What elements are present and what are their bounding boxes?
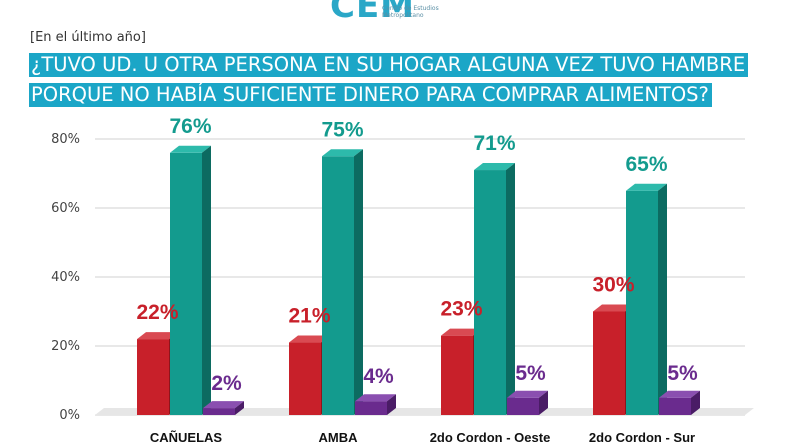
data-label: 5%: [667, 362, 698, 385]
chart-title-line-1: ¿TUVO UD. U OTRA PERSONA EN SU HOGAR ALG…: [29, 53, 749, 77]
data-label: 21%: [288, 305, 330, 328]
y-tick-label: 80%: [51, 132, 80, 147]
x-category-label: AMBA: [319, 430, 359, 445]
data-label: 71%: [473, 132, 515, 155]
bar: [507, 390, 548, 415]
data-label: 30%: [592, 274, 634, 297]
data-label: 5%: [515, 362, 546, 385]
bar: [289, 335, 330, 415]
y-tick-label: 60%: [51, 201, 80, 216]
bar: [170, 145, 211, 416]
chart-floor: [95, 408, 754, 415]
bar: [355, 394, 396, 415]
y-tick-label: 0%: [59, 408, 80, 423]
x-category-label: CAÑUELAS: [150, 430, 223, 445]
bars: [137, 145, 700, 416]
data-label: 23%: [440, 298, 482, 321]
bar: [659, 390, 700, 415]
data-label: 4%: [363, 365, 394, 388]
bar: [203, 401, 244, 415]
x-category-label: 2do Cordon - Sur: [589, 430, 695, 445]
bar: [626, 183, 667, 415]
data-label: 22%: [136, 301, 178, 324]
period-note: [En el último año]: [30, 30, 146, 45]
axis: 0% 20% 40% 60% 80% CAÑUELAS AMBA 2do Cordon - O…: [51, 132, 695, 445]
logo-subtext: Centro de Estudios Metropolitano: [382, 5, 439, 19]
data-label: 65%: [625, 153, 667, 176]
y-tick-label: 20%: [51, 339, 80, 354]
y-tick-label: 40%: [51, 270, 80, 285]
data-labels: 22% 76% 2% 21% 75% 4% 23% 71% 5% 30% 65% 5%: [136, 115, 698, 395]
bar: [322, 149, 363, 415]
bar: [474, 163, 515, 415]
data-label: 76%: [169, 115, 211, 138]
logo-text: CEM: [330, 0, 416, 26]
logo: CEM Centro de Estudios Metropolitano: [330, 0, 480, 26]
data-label: 75%: [321, 118, 363, 141]
x-category-label: 2do Cordon - Oeste: [430, 430, 551, 445]
chart-title-line-2: PORQUE NO HABÍA SUFICIENTE DINERO PARA C…: [29, 83, 712, 107]
data-label: 2%: [211, 372, 242, 395]
